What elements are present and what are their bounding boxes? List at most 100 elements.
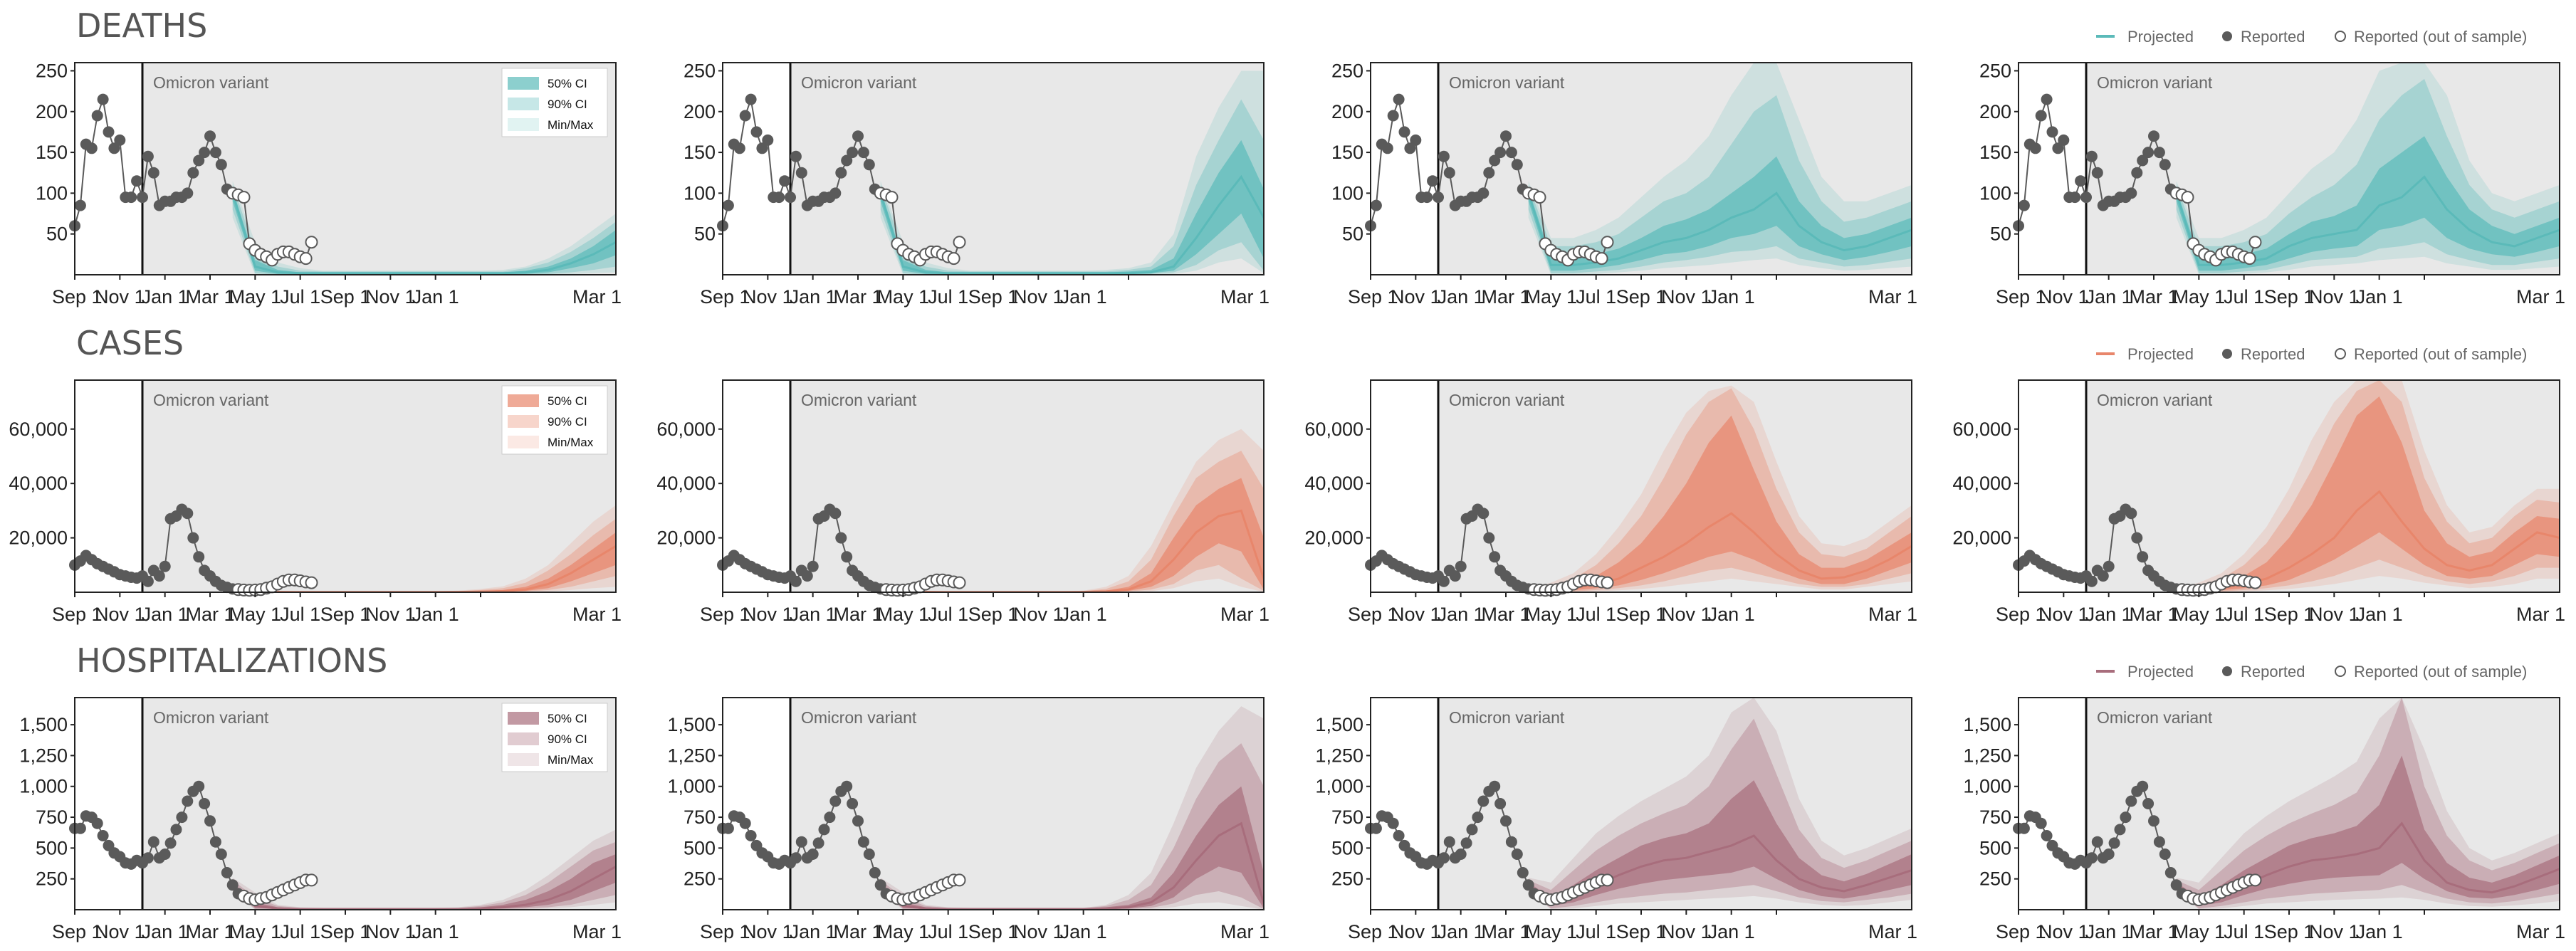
projection-bands <box>1527 698 1912 910</box>
reported-point <box>2085 575 2098 587</box>
reported-point <box>2170 879 2182 891</box>
reported-point <box>1489 154 1501 167</box>
reported-point <box>2125 187 2137 199</box>
reported-point <box>2091 167 2103 179</box>
ci90-band <box>232 518 616 592</box>
y-tick-label: 60,000 <box>9 419 68 440</box>
ci50-label: 50% CI <box>548 712 587 725</box>
x-tick-label: Jan 1 <box>2085 604 2132 625</box>
y-tick-label: 750 <box>684 806 716 828</box>
x-tick-label: Sep 1 <box>1616 286 1667 308</box>
reported-point <box>142 852 154 864</box>
reported-point <box>147 836 159 848</box>
reported-point <box>807 848 819 860</box>
x-tick-label: Jul 1 <box>928 286 968 308</box>
reported-point <box>847 147 859 159</box>
reported-point <box>137 191 148 204</box>
ci90-swatch <box>508 98 539 110</box>
reported-point <box>1455 560 1467 572</box>
ci-legend: 50% CI 90% CI Min/Max <box>501 68 608 137</box>
x-tick-label: Sep 1 <box>2264 921 2315 942</box>
reported-point <box>1522 879 1534 891</box>
omicron-annotation: Omicron variant <box>153 391 269 409</box>
x-tick-label: Sep 1 <box>700 286 750 308</box>
reported-point <box>1460 837 1472 849</box>
x-tick-label: Nov 1 <box>743 921 793 942</box>
reported-point <box>829 795 842 807</box>
x-tick-label: Nov 1 <box>1661 604 1712 625</box>
reported-oos-point <box>953 873 966 887</box>
x-tick-label: Sep 1 <box>1996 921 2046 942</box>
legend-projected-label: Projected <box>2127 663 2194 681</box>
minmax-swatch <box>508 118 539 131</box>
minmax-band <box>880 70 1264 275</box>
reported-oos-point <box>2248 236 2262 249</box>
reported-point <box>829 508 842 520</box>
x-tick-label: Nov 1 <box>743 604 793 625</box>
reported-point <box>1472 811 1484 824</box>
x-tick-label: Mar 1 <box>2516 286 2565 308</box>
y-tick-label: 200 <box>1979 101 2011 122</box>
x-tick-label: Jan 1 <box>412 921 459 942</box>
y-tick-label: 750 <box>1979 806 2011 828</box>
x-tick-label: Nov 1 <box>2309 286 2360 308</box>
y-tick-label: 100 <box>684 182 716 204</box>
ci-legend: 50% CI 90% CI Min/Max <box>501 385 608 455</box>
x-tick-label: May 1 <box>877 921 930 942</box>
reported-point <box>745 830 757 841</box>
reported-point <box>125 191 137 204</box>
x-tick-label: Mar 1 <box>1868 921 1917 942</box>
x-tick-label: Nov 1 <box>95 604 145 625</box>
y-tick-label: 1,500 <box>1315 714 1363 735</box>
y-tick-label: 20,000 <box>1952 527 2011 549</box>
reported-point <box>779 175 791 187</box>
ci90-band <box>232 841 616 910</box>
reported-point <box>108 142 120 154</box>
legend-reported-oos-label: Reported (out of sample) <box>2354 345 2527 363</box>
x-tick-label: Mar 1 <box>1220 921 1269 942</box>
ci90-swatch <box>508 415 539 428</box>
reported-point <box>2075 175 2087 187</box>
x-tick-label: Nov 1 <box>1013 286 1064 308</box>
y-tick-label: 500 <box>684 837 716 858</box>
omicron-annotation: Omicron variant <box>153 73 269 92</box>
legend-reported-oos-label: Reported (out of sample) <box>2354 28 2527 46</box>
reported-point <box>1477 508 1489 520</box>
y-tick-label: 200 <box>684 101 716 122</box>
projection-bands <box>1527 63 1912 275</box>
reported-oos-swatch <box>2335 348 2346 359</box>
reported-point <box>97 93 109 105</box>
hospitalizations-legend: Projected Reported Reported (out of sample… <box>2096 663 2527 681</box>
reported-point <box>193 154 205 167</box>
x-tick-label: Sep 1 <box>52 286 103 308</box>
reported-oos-point <box>305 576 318 589</box>
reported-point <box>785 191 796 204</box>
x-tick-label: Sep 1 <box>700 921 750 942</box>
x-tick-label: Nov 1 <box>95 921 145 942</box>
legend-projected-label: Projected <box>2127 345 2194 363</box>
y-tick-label: 1,000 <box>1963 776 2011 797</box>
ci90-swatch <box>508 732 539 745</box>
reported-point <box>847 798 859 809</box>
x-tick-label: Sep 1 <box>700 604 750 625</box>
reported-point <box>1466 824 1478 836</box>
reported-swatch <box>2222 31 2232 41</box>
reported-point <box>1517 867 1529 878</box>
reported-point <box>1477 795 1489 807</box>
reported-point <box>159 848 171 860</box>
ci-legend: 50% CI 90% CI Min/Max <box>501 703 608 772</box>
reported-point <box>170 824 182 836</box>
reported-point <box>1511 848 1523 860</box>
x-tick-label: Nov 1 <box>2309 604 2360 625</box>
reported-point <box>2085 852 2098 864</box>
reported-point <box>215 848 227 860</box>
reported-point <box>182 187 194 199</box>
reported-oos-point <box>1595 252 1608 266</box>
cases-legend: Projected Reported Reported (out of sample… <box>2096 345 2527 363</box>
reported-oos-swatch <box>2335 31 2346 42</box>
x-tick-label: Jan 1 <box>2085 286 2132 308</box>
ci50-swatch <box>508 712 539 725</box>
reported-point <box>2148 815 2159 827</box>
